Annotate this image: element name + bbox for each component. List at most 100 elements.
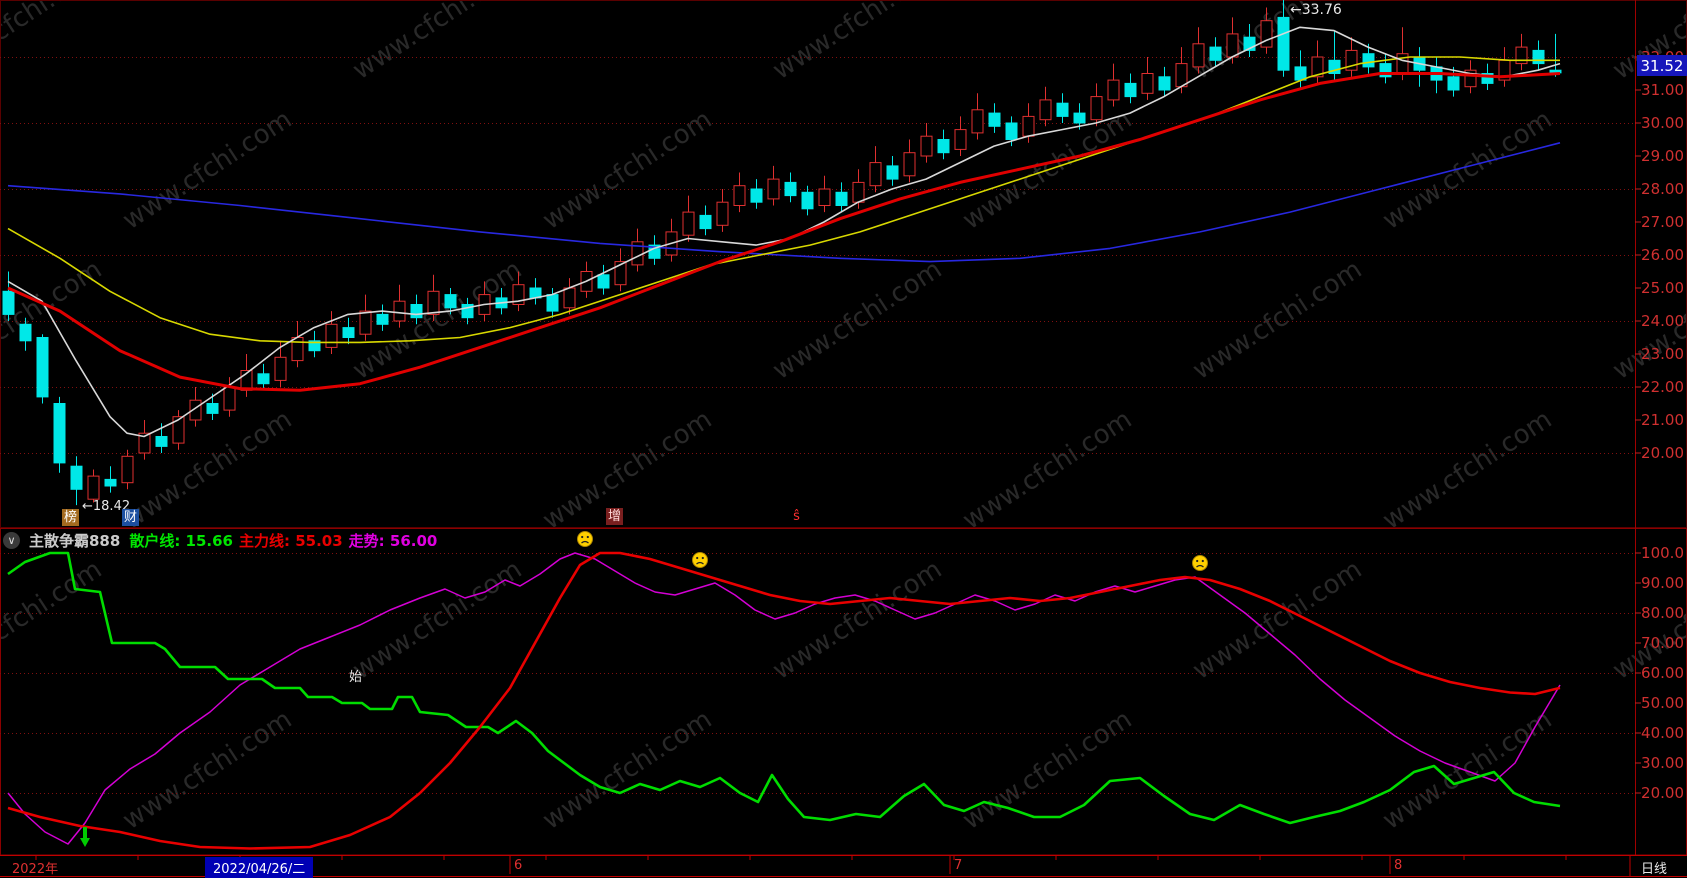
frown-face-icon — [1192, 555, 1208, 571]
candle-down — [1277, 16, 1290, 71]
candle-down — [308, 340, 321, 352]
face-eye — [1201, 559, 1204, 563]
watermark: www.cfchi.com — [767, 0, 947, 86]
watermark: www.cfchi.com — [537, 405, 717, 536]
candle-up — [138, 432, 151, 454]
candle-down — [699, 214, 712, 230]
price-axis-label: 25.00 — [1641, 279, 1684, 297]
face-mouth — [696, 561, 704, 565]
watermark: www.cfchi.com — [117, 105, 297, 236]
ma-short-white — [7, 26, 1561, 438]
candle-up — [733, 185, 746, 206]
candle-down — [1447, 76, 1460, 91]
candle-up — [1022, 115, 1035, 137]
event-badge[interactable]: 增 — [606, 508, 623, 525]
event-badge[interactable]: 榜 — [62, 509, 79, 526]
candle-down — [546, 294, 559, 312]
candle-up — [954, 129, 967, 150]
candle-up — [971, 109, 984, 134]
candle-down — [937, 139, 950, 154]
price-axis-label: 23.00 — [1641, 345, 1684, 363]
indicator-axis-label: 100.0 — [1641, 544, 1684, 562]
event-badge[interactable]: 财 — [122, 509, 139, 526]
candle-down — [835, 191, 848, 207]
candle-down — [376, 313, 389, 325]
candle-up — [1192, 43, 1205, 68]
event-badge[interactable]: ŝ — [793, 509, 800, 524]
candle-down — [1481, 73, 1494, 84]
ma-trend-red — [7, 72, 1561, 392]
candle-down — [2, 290, 15, 315]
price-axis-label: 26.00 — [1641, 246, 1684, 264]
collapse-chevron-icon[interactable]: ∨ — [3, 531, 20, 549]
candle-down — [342, 327, 355, 339]
candle-down — [1209, 46, 1222, 61]
face-eye — [581, 535, 584, 539]
watermark: www.cfchi.com — [0, 555, 107, 686]
candle-down — [1379, 63, 1392, 78]
candle-down — [597, 274, 610, 289]
candle-down — [461, 304, 474, 319]
face-eye — [1196, 559, 1199, 563]
face-eye — [701, 556, 704, 560]
candle-up — [1226, 33, 1239, 58]
candle-up — [1039, 99, 1052, 121]
candle-down — [53, 403, 66, 464]
candle-up — [291, 337, 304, 362]
indicator-axis-label: 30.00 — [1641, 754, 1684, 772]
candle-down — [1328, 59, 1341, 74]
candle-down — [1124, 82, 1137, 98]
candle-up — [1515, 46, 1528, 65]
candle-down — [444, 294, 457, 309]
retail-green-line — [7, 551, 1561, 825]
candle-up — [563, 287, 576, 309]
watermark: www.cfchi.com — [1187, 255, 1367, 386]
candle-down — [70, 465, 83, 490]
ma-long-blue — [7, 142, 1561, 263]
selected-date-box: 2022/04/26/二 — [205, 857, 314, 878]
candle-down — [206, 403, 219, 414]
month-label: 7 — [954, 858, 963, 873]
indicator-axis-label: 60.00 — [1641, 664, 1684, 682]
price-axis-label: 22.00 — [1641, 378, 1684, 396]
watermark: www.cfchi.com — [347, 0, 527, 86]
candle-up — [716, 201, 729, 226]
indicator-axis-label: 50.00 — [1641, 694, 1684, 712]
down-arrow-icon — [80, 827, 90, 847]
candle-up — [869, 162, 882, 187]
face-eye — [696, 556, 699, 560]
year-label: 2022年 — [12, 862, 59, 877]
candle-down — [257, 373, 270, 385]
candle-up — [1175, 63, 1188, 88]
candle-down — [1243, 36, 1256, 51]
price-axis-label: 29.00 — [1641, 147, 1684, 165]
face-mouth — [581, 540, 589, 544]
indicator-header: ∨ 主散争霸888 散户线: 15.66 主力线: 55.03 走势: 56.00 — [3, 530, 443, 550]
candle-up — [903, 152, 916, 177]
price-axis-label: 21.00 — [1641, 411, 1684, 429]
high-price-annotation: ←33.76 — [1290, 2, 1342, 18]
candle-down — [104, 478, 117, 487]
candle-up — [767, 178, 780, 200]
watermark: www.cfchi.com — [1377, 405, 1557, 536]
frown-face-icon — [692, 552, 708, 568]
candle-up — [121, 455, 134, 484]
last-price-tag — [1637, 55, 1687, 76]
watermark: www.cfchi.com — [1187, 555, 1367, 686]
candle-down — [1158, 76, 1171, 91]
candle-up — [1260, 20, 1273, 48]
candle-up — [223, 386, 236, 411]
candle-up — [614, 261, 627, 286]
price-axis-label: 20.00 — [1641, 444, 1684, 462]
candle-up — [393, 300, 406, 322]
candle-up — [427, 290, 440, 315]
watermark: www.cfchi.com — [767, 255, 947, 386]
period-selector[interactable]: 日线 — [1641, 862, 1668, 877]
price-axis-label: 24.00 — [1641, 312, 1684, 330]
indicator-title[interactable]: 主散争霸888 — [29, 531, 121, 550]
watermark: www.cfchi.com — [347, 555, 527, 686]
main-force-red-line — [7, 551, 1561, 850]
candle-up — [325, 323, 338, 348]
candle-down — [750, 188, 763, 203]
